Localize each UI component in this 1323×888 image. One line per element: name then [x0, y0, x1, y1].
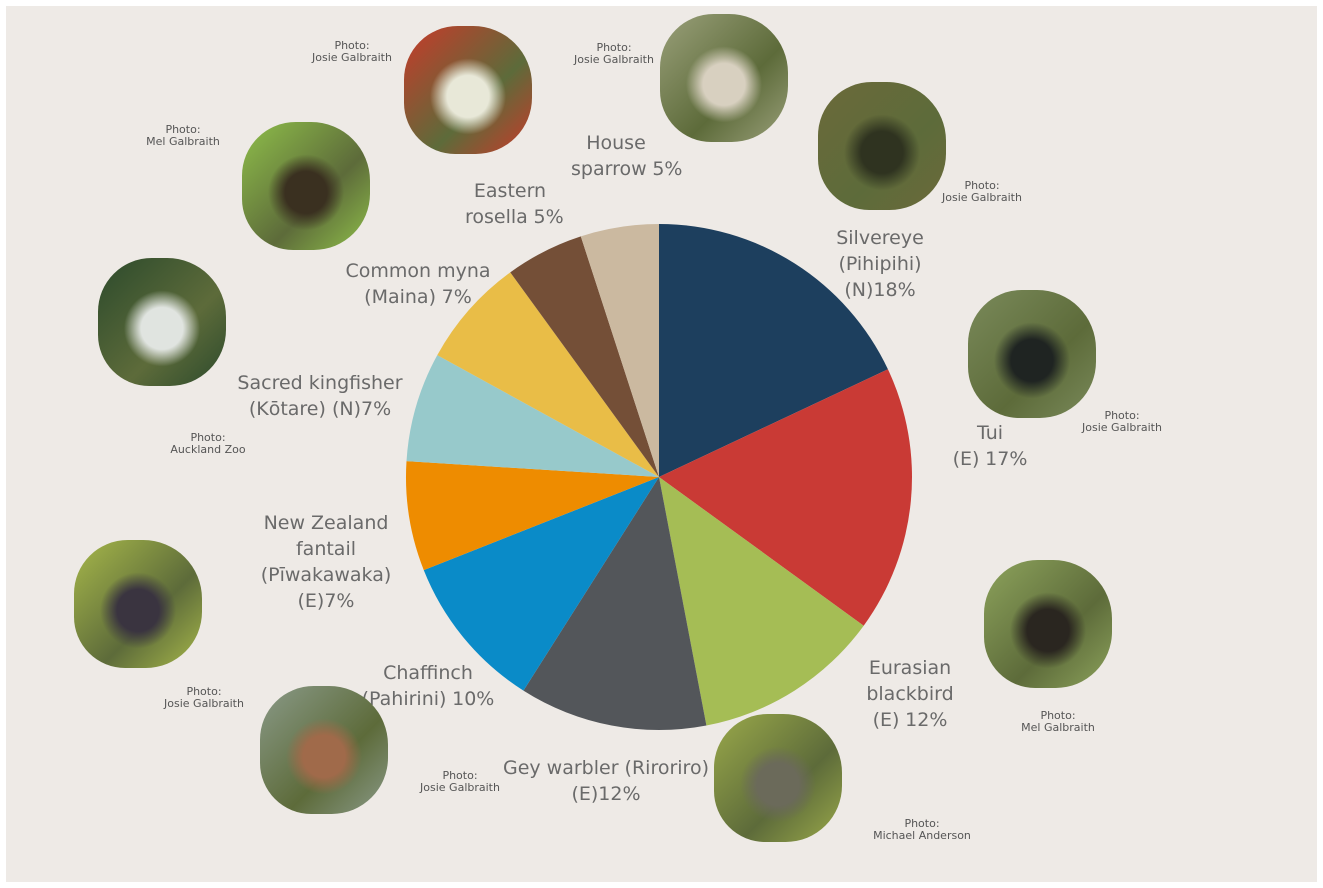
pie-slice: [510, 236, 659, 477]
percent-label: 5%: [533, 206, 564, 228]
photo-credit: Photo: Michael Anderson: [857, 818, 987, 842]
photo-credit: Photo: Josie Galbraith: [1057, 410, 1187, 434]
category-name: Tui (E): [952, 422, 1004, 470]
pie-slice: [406, 355, 659, 477]
pie-slice: [580, 224, 659, 477]
photo-credit: Photo: Josie Galbraith: [287, 40, 417, 64]
slice-label: Silvereye (Pihipihi) (N)18%: [824, 225, 936, 303]
category-name: House sparrow: [571, 132, 647, 180]
slice-label: Gey warbler (Riroriro) (E)12%: [486, 755, 726, 807]
photo-credit-label: Photo:: [1040, 709, 1076, 722]
photo-credit-label: Photo:: [904, 817, 940, 830]
photo-credit: Photo: Auckland Zoo: [143, 432, 273, 456]
photo-credit-name: Mel Galbraith: [146, 135, 220, 148]
photo-credit-name: Josie Galbraith: [1082, 421, 1162, 434]
photo-credit-label: Photo:: [190, 431, 226, 444]
bird-photo: [242, 122, 370, 250]
pie-slice: [437, 272, 659, 477]
bird-photo: [968, 290, 1096, 418]
slice-label: Chaffinch (Pahirini) 10%: [348, 660, 508, 712]
photo-credit-name: Michael Anderson: [873, 829, 971, 842]
photo-credit-name: Josie Galbraith: [942, 191, 1022, 204]
percent-label: 12%: [598, 783, 641, 805]
photo-credit-label: Photo:: [186, 685, 222, 698]
category-name: Common myna (Maina): [345, 260, 491, 308]
bird-photo: [714, 714, 842, 842]
photo-credit-name: Mel Galbraith: [1021, 721, 1095, 734]
slice-label: Common myna (Maina) 7%: [338, 258, 498, 310]
pie-slice: [405, 461, 659, 571]
photo-credit: Photo: Josie Galbraith: [139, 686, 269, 710]
photo-credit-label: Photo:: [1104, 409, 1140, 422]
photo-credit-name: Auckland Zoo: [170, 443, 246, 456]
pie-slice: [423, 477, 659, 691]
bird-photo: [98, 258, 226, 386]
category-name: Silvereye (Pihipihi) (N): [836, 227, 924, 301]
bird-photo: [818, 82, 946, 210]
category-name: Eurasian blackbird (E): [866, 657, 954, 731]
slice-label: New Zealand fantail (Pīwakawaka) (E)7%: [231, 510, 421, 614]
slice-label: House sparrow 5%: [571, 130, 682, 182]
category-name: Gey warbler (Riroriro) (E): [502, 757, 709, 805]
chart: Silvereye (Pihipihi) (N)18% Photo: Josie G…: [6, 6, 1317, 882]
percent-label: 17%: [985, 448, 1028, 470]
category-name: Eastern rosella: [465, 180, 547, 228]
bird-photo: [660, 14, 788, 142]
category-name: Sacred kingfisher (Kōtare) (N): [237, 372, 403, 420]
percent-label: 7%: [361, 398, 392, 420]
pie-slice: [659, 477, 864, 726]
percent-label: 7%: [441, 286, 472, 308]
pie-chart: [405, 224, 913, 730]
photo-credit-label: Photo:: [442, 769, 478, 782]
photo-credit-label: Photo:: [165, 123, 201, 136]
photo-credit: Photo: Mel Galbraith: [118, 124, 248, 148]
photo-credit: Photo: Josie Galbraith: [395, 770, 525, 794]
photo-credit-label: Photo:: [596, 41, 632, 54]
pie-slice: [659, 369, 913, 626]
photo-credit: Photo: Josie Galbraith: [549, 42, 679, 66]
photo-credit-name: Josie Galbraith: [164, 697, 244, 710]
photo-credit-name: Josie Galbraith: [312, 51, 392, 64]
category-name: Chaffinch (Pahirini): [361, 662, 473, 710]
pie-slice: [659, 224, 888, 477]
photo-credit: Photo: Josie Galbraith: [917, 180, 1047, 204]
percent-label: 10%: [452, 688, 495, 710]
slice-label: Eurasian blackbird (E) 12%: [852, 655, 968, 733]
percent-label: 5%: [652, 158, 683, 180]
slice-label: Eastern rosella 5%: [465, 178, 564, 230]
category-name: New Zealand fantail (Pīwakawaka) (E): [260, 512, 392, 612]
slice-label: Sacred kingfisher (Kōtare) (N)7%: [230, 370, 410, 422]
bird-photo: [260, 686, 388, 814]
photo-credit-label: Photo:: [964, 179, 1000, 192]
bird-photo: [74, 540, 202, 668]
bird-photo: [984, 560, 1112, 688]
percent-label: 7%: [324, 590, 355, 612]
photo-credit: Photo: Mel Galbraith: [993, 710, 1123, 734]
photo-credit-name: Josie Galbraith: [420, 781, 500, 794]
pie-slice: [523, 477, 707, 730]
bird-photo: [404, 26, 532, 154]
photo-credit-label: Photo:: [334, 39, 370, 52]
photo-credit-name: Josie Galbraith: [574, 53, 654, 66]
percent-label: 18%: [873, 279, 916, 301]
slice-label: Tui (E) 17%: [948, 420, 1032, 472]
percent-label: 12%: [905, 709, 948, 731]
